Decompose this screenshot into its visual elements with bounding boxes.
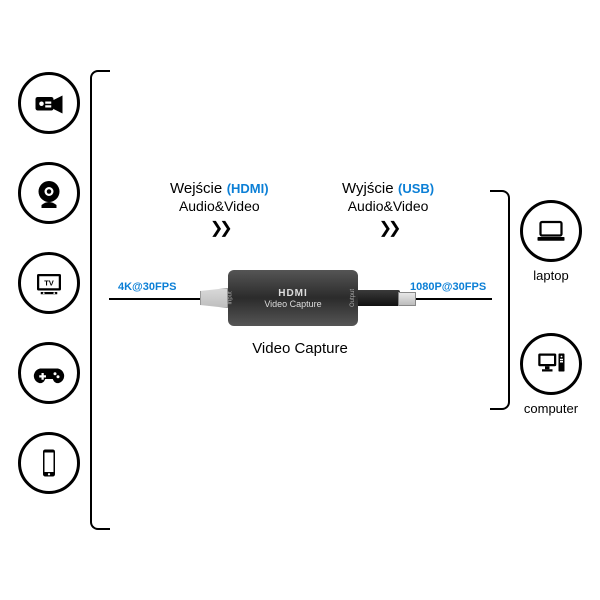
device-side-input: Input	[228, 291, 234, 304]
input-sub: Audio&Video	[170, 198, 269, 214]
device-caption: Video Capture	[252, 340, 348, 357]
input-spec: 4K@30FPS	[118, 281, 176, 293]
device-line1: HDMI	[278, 288, 308, 299]
output-label-computer: computer	[524, 401, 578, 416]
output-item-computer: computer	[520, 333, 582, 416]
device-body: Input HDMI Video Capture Output	[228, 270, 358, 326]
output-title: Wyjście	[342, 180, 394, 197]
svg-text:TV: TV	[44, 278, 54, 287]
device-line2: Video Capture	[264, 299, 321, 309]
source-icon-column: TV	[18, 72, 80, 494]
webcam-icon	[18, 162, 80, 224]
input-title: Wejście	[170, 180, 222, 197]
left-bracket	[90, 70, 110, 530]
output-label-laptop: laptop	[533, 268, 568, 283]
capture-device: Input HDMI Video Capture Output	[200, 270, 400, 326]
output-item-laptop: laptop	[520, 200, 582, 283]
usb-plug-icon	[358, 290, 400, 306]
laptop-icon	[520, 200, 582, 262]
output-protocol: (USB)	[398, 181, 434, 196]
device-side-output: Output	[350, 289, 356, 307]
output-chevrons-icon: ❯❯	[342, 218, 434, 238]
right-bracket	[490, 190, 510, 410]
tv-box-icon: TV	[18, 252, 80, 314]
output-connection-line	[416, 298, 492, 300]
output-sub: Audio&Video	[342, 198, 434, 214]
output-spec: 1080P@30FPS	[410, 281, 486, 293]
output-icon-column: laptop computer	[520, 200, 582, 416]
desktop-icon	[520, 333, 582, 395]
camcorder-icon	[18, 72, 80, 134]
input-chevrons-icon: ❯❯	[170, 218, 269, 238]
input-connection-line	[109, 298, 201, 300]
output-label-block: Wyjście (USB) Audio&Video ❯❯	[342, 180, 434, 238]
smartphone-icon	[18, 432, 80, 494]
input-label-block: Wejście (HDMI) Audio&Video ❯❯	[170, 180, 269, 238]
gamepad-icon	[18, 342, 80, 404]
input-protocol: (HDMI)	[227, 181, 269, 196]
hdmi-port-icon	[200, 288, 228, 308]
